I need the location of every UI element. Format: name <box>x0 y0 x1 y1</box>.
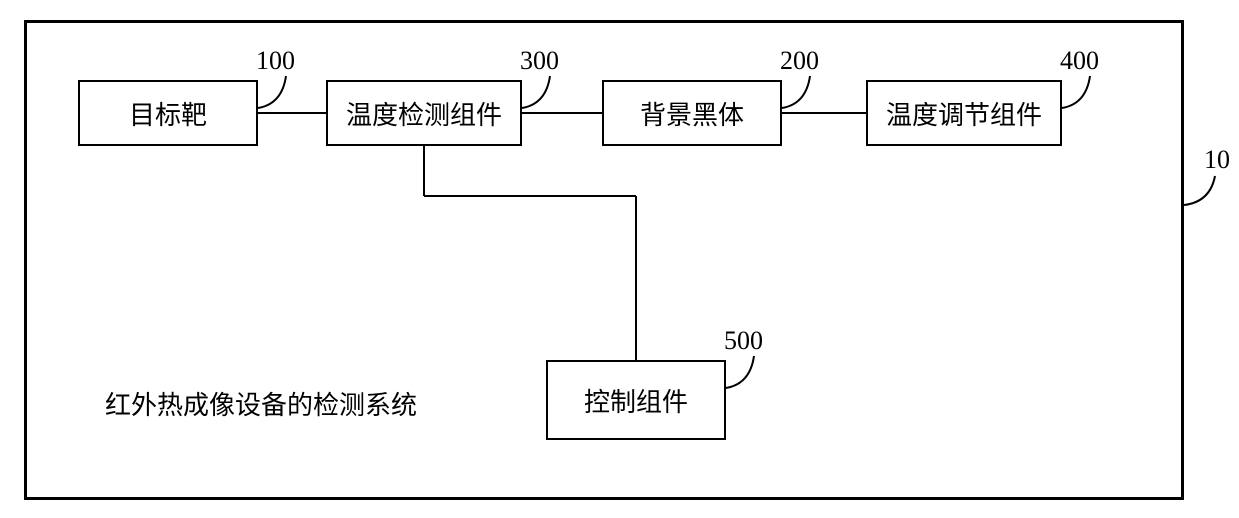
lead-10-curve <box>1182 174 1217 207</box>
ref-300: 300 <box>520 46 559 76</box>
node-bg-blackbody: 背景黑体 <box>602 80 782 146</box>
node-control: 控制组件 <box>546 360 726 440</box>
lead-300-curve <box>520 74 552 110</box>
connector-to-control <box>635 196 637 360</box>
connector-detect-to-blackbody <box>522 112 602 114</box>
node-temp-adjust-label: 温度调节组件 <box>886 95 1042 132</box>
lead-200-curve <box>780 74 812 110</box>
node-bg-blackbody-label: 背景黑体 <box>640 95 744 132</box>
connector-bus <box>424 195 636 197</box>
lead-100-curve <box>256 74 288 110</box>
node-temp-adjust: 温度调节组件 <box>866 80 1062 146</box>
node-control-label: 控制组件 <box>584 382 688 419</box>
connector-detect-drop <box>423 146 425 196</box>
node-target-label: 目标靶 <box>129 95 207 132</box>
caption: 红外热成像设备的检测系统 <box>105 385 417 422</box>
ref-10: 10 <box>1204 145 1230 175</box>
connector-target-to-detect <box>258 112 326 114</box>
ref-100: 100 <box>256 46 295 76</box>
node-temp-detect: 温度检测组件 <box>326 80 522 146</box>
ref-400: 400 <box>1060 46 1099 76</box>
lead-400-curve <box>1060 74 1092 110</box>
node-temp-detect-label: 温度检测组件 <box>346 95 502 132</box>
lead-500-curve <box>724 354 756 390</box>
node-target: 目标靶 <box>78 80 258 146</box>
ref-500: 500 <box>724 326 763 356</box>
ref-200: 200 <box>780 46 819 76</box>
diagram-canvas: 目标靶 温度检测组件 背景黑体 温度调节组件 控制组件 100 300 200 … <box>0 0 1239 518</box>
connector-blackbody-to-adjust <box>782 112 866 114</box>
